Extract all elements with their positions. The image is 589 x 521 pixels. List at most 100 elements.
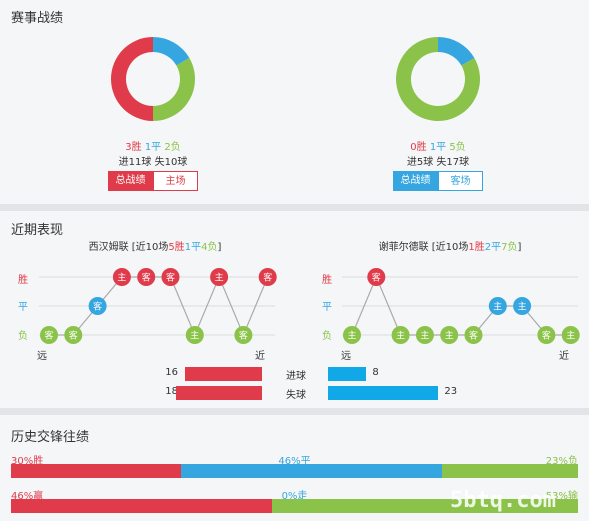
h2h-handicap-win-segment	[11, 499, 272, 513]
away-form-line	[351, 275, 571, 336]
h2h-draw-pct: 46%平	[278, 456, 311, 467]
home-match-4-dot[interactable]	[112, 268, 131, 286]
home-match-5-venue-label: 客	[142, 272, 151, 284]
away-match-4-venue-label: 主	[420, 330, 429, 342]
away-match-7-dot[interactable]	[488, 297, 507, 315]
home-match-9-dot[interactable]	[234, 326, 253, 344]
away-match-1-venue-label: 主	[347, 330, 356, 342]
away-goals-against: 失17球	[436, 157, 470, 168]
home-axis-draw-label: 平	[18, 302, 28, 313]
home-match-2-venue-label: 客	[69, 330, 78, 342]
away-match-3-venue-label: 主	[396, 330, 405, 342]
home-match-7-venue-label: 主	[190, 330, 199, 342]
away-match-9-dot[interactable]	[537, 326, 556, 344]
home-goals-against-bar	[175, 386, 262, 400]
h2h-handicap-bar	[11, 499, 578, 513]
home-total-record-button[interactable]: 总战绩	[108, 171, 153, 191]
goals-scored-label: 进球	[286, 371, 306, 382]
home-goals-against-value: 18	[165, 386, 178, 397]
away-goals-against-bar	[328, 386, 439, 400]
h2h-result-bar	[11, 464, 578, 478]
home-record-summary: 3胜 1平 2负	[78, 138, 228, 153]
h2h-win-segment	[11, 464, 182, 478]
home-match-3-dot[interactable]	[88, 297, 107, 315]
away-team-name: 谢菲尔德联 [近10场	[378, 242, 469, 253]
home-donut-win-slice	[111, 37, 153, 121]
record-panel	[0, 0, 589, 204]
h2h-handicap-push-pct: 0%走	[281, 491, 308, 502]
h2h-handicap-loss-segment	[271, 499, 578, 513]
away-win-count: 0胜	[410, 142, 427, 153]
away-match-2-dot[interactable]	[367, 268, 386, 286]
home-match-1-dot[interactable]	[40, 326, 58, 344]
away-recent-losses: 7负	[501, 242, 518, 253]
home-match-4-venue-label: 主	[117, 272, 126, 284]
home-match-7-dot[interactable]	[185, 326, 204, 344]
home-venue-record-button[interactable]: 主场	[153, 171, 198, 191]
away-match-7-venue-label: 主	[493, 301, 502, 313]
home-match-8-dot[interactable]	[210, 268, 229, 286]
goals-conceded-label: 失球	[286, 390, 306, 401]
record-section-title: 赛事战绩	[11, 11, 64, 26]
home-axis-win-label: 胜	[18, 275, 28, 286]
home-donut-loss-slice	[153, 58, 195, 121]
away-match-2-venue-label: 客	[372, 272, 381, 284]
home-recent-losses: 4负	[201, 242, 218, 253]
home-draw-count: 1平	[144, 142, 162, 153]
away-match-5-dot[interactable]	[440, 326, 459, 344]
away-donut-draw-slice	[438, 37, 475, 66]
home-goals-for-bar	[185, 367, 262, 381]
h2h-draw-segment	[181, 464, 442, 478]
away-match-3-dot[interactable]	[391, 326, 410, 344]
home-axis-far-label: 远	[37, 351, 47, 362]
away-match-9-venue-label: 客	[542, 330, 551, 342]
h2h-loss-segment	[441, 464, 578, 478]
away-axis-win-label: 胜	[322, 275, 332, 286]
section-divider	[0, 204, 589, 211]
away-venue-record-button[interactable]: 客场	[438, 171, 483, 191]
home-match-2-dot[interactable]	[64, 326, 83, 344]
home-recent-wins: 5胜	[168, 242, 185, 253]
home-loss-count: 2负	[164, 142, 181, 153]
away-axis-far-label: 远	[341, 351, 351, 362]
home-match-1-venue-label: 客	[44, 330, 53, 342]
away-match-6-venue-label: 客	[469, 330, 478, 342]
home-goals-for: 进11球	[118, 157, 152, 168]
home-match-10-venue-label: 客	[263, 272, 272, 284]
away-recent-wins: 1胜	[468, 242, 485, 253]
away-loss-count: 5负	[449, 142, 466, 153]
away-match-5-venue-label: 主	[445, 330, 454, 342]
away-recent-draws: 2平	[484, 242, 502, 253]
away-match-6-dot[interactable]	[464, 326, 483, 344]
away-total-record-button[interactable]: 总战绩	[393, 171, 438, 191]
away-match-1-dot[interactable]	[343, 326, 361, 344]
away-match-8-venue-label: 主	[518, 301, 527, 313]
home-donut-draw-slice	[153, 37, 190, 66]
away-match-8-dot[interactable]	[513, 297, 532, 315]
home-form-line	[49, 275, 269, 337]
home-goals-summary: 进11球 失10球	[78, 153, 228, 168]
away-record-summary: 0胜 1平 5负	[363, 138, 513, 153]
home-match-6-dot[interactable]	[161, 268, 180, 286]
home-match-5-dot[interactable]	[137, 268, 156, 286]
away-goals-for-value: 8	[372, 367, 379, 378]
away-match-10-dot[interactable]	[561, 326, 580, 344]
home-match-3-venue-label: 客	[93, 301, 102, 313]
home-match-10-dot[interactable]	[258, 268, 277, 286]
away-goals-against-value: 23	[444, 386, 458, 397]
away-axis-draw-label: 平	[322, 302, 332, 313]
away-draw-count: 1平	[429, 142, 447, 153]
away-match-10-venue-label: 主	[566, 330, 575, 342]
home-team-name: 西汉姆联 [近10场	[88, 242, 169, 253]
away-record-donut	[396, 37, 480, 122]
away-donut-loss-slice	[396, 37, 480, 122]
away-goals-for: 进5球	[406, 157, 434, 168]
away-goals-summary: 进5球 失17球	[363, 153, 513, 168]
away-recent-suffix: ]	[517, 242, 522, 253]
h2h-win-pct: 30%胜	[11, 456, 44, 467]
away-match-4-dot[interactable]	[415, 326, 434, 344]
home-goals-against: 失10球	[154, 157, 188, 168]
home-axis-loss-label: 负	[18, 331, 28, 342]
h2h-section-title: 历史交锋往绩	[11, 430, 90, 445]
home-recent-draws: 1平	[184, 242, 202, 253]
